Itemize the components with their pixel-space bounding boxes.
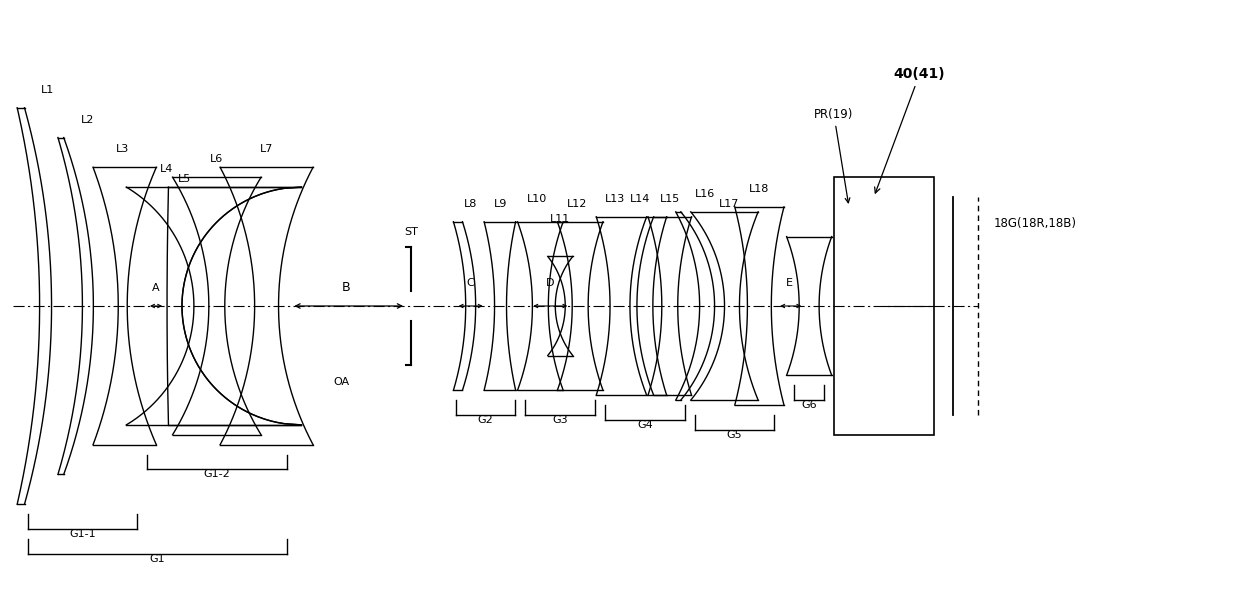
Text: L15: L15: [660, 194, 680, 204]
Text: L6: L6: [211, 155, 223, 164]
Text: L4: L4: [160, 164, 174, 174]
Text: G4: G4: [637, 420, 652, 430]
Text: ST: ST: [404, 227, 418, 236]
Bar: [835, 177, 934, 435]
Text: L13: L13: [605, 194, 625, 204]
Text: L10: L10: [527, 194, 548, 204]
Text: 18G(18R,18B): 18G(18R,18B): [993, 217, 1076, 230]
Text: L16: L16: [694, 189, 714, 199]
Text: G2: G2: [477, 415, 494, 425]
Text: D: D: [546, 278, 554, 288]
Text: G3: G3: [553, 415, 568, 425]
Text: L2: L2: [81, 115, 94, 125]
Text: A: A: [153, 283, 160, 293]
Text: G5: G5: [727, 430, 743, 440]
Text: L3: L3: [115, 144, 129, 155]
Text: 40(41): 40(41): [874, 67, 945, 193]
Text: OA: OA: [334, 377, 350, 387]
Text: L11: L11: [551, 214, 570, 224]
Text: C: C: [466, 278, 475, 288]
Text: L12: L12: [567, 199, 588, 209]
Text: E: E: [786, 278, 792, 288]
Text: L9: L9: [494, 199, 507, 209]
Text: G6: G6: [801, 400, 817, 410]
Text: L1: L1: [41, 85, 55, 95]
Text: B: B: [342, 281, 351, 294]
Text: G1-2: G1-2: [203, 469, 231, 480]
Text: L18: L18: [749, 184, 770, 194]
Text: PR(19): PR(19): [815, 108, 853, 203]
Text: L8: L8: [464, 199, 477, 209]
Text: L14: L14: [630, 194, 650, 204]
Text: G1: G1: [149, 554, 165, 564]
Text: L17: L17: [719, 199, 740, 209]
Text: L5: L5: [179, 174, 192, 184]
Text: G1-1: G1-1: [69, 529, 95, 539]
Text: L7: L7: [260, 144, 273, 155]
